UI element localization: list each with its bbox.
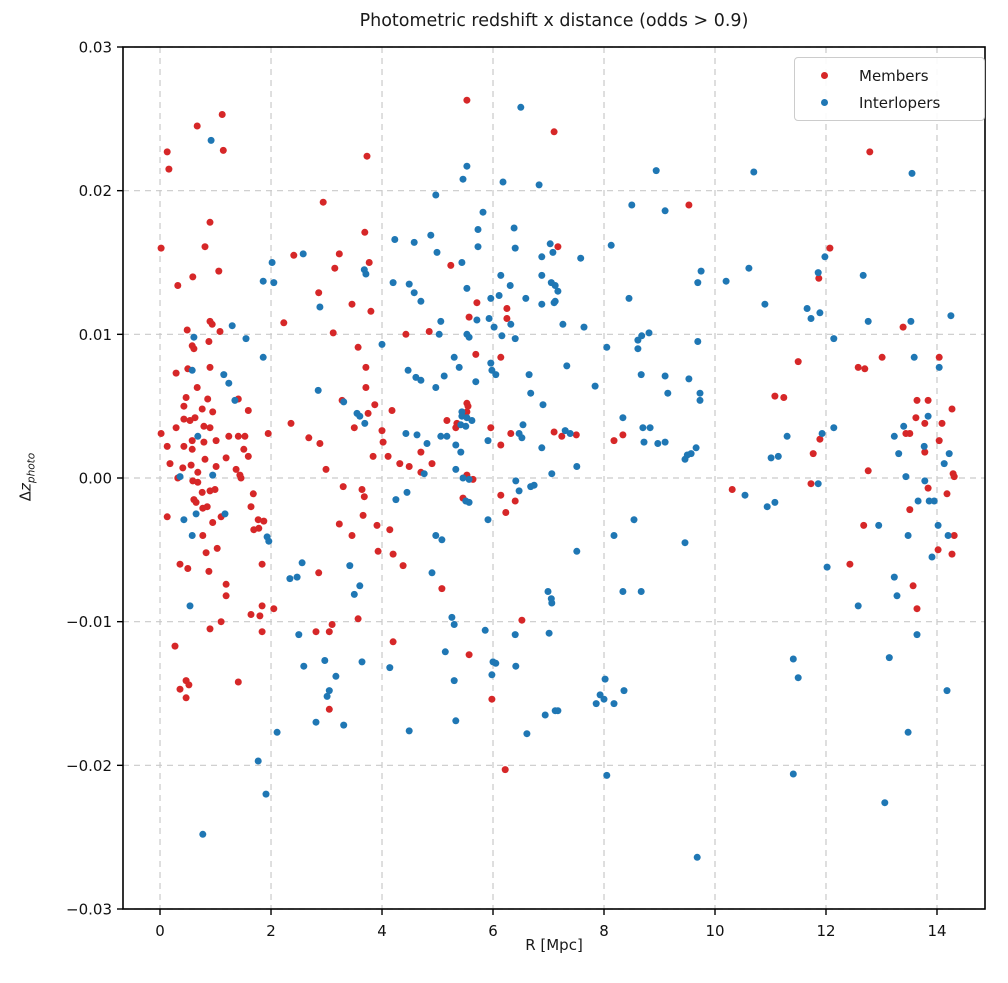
svg-text:0.03: 0.03	[79, 39, 112, 57]
y-label-subscript: photo	[25, 452, 38, 484]
svg-text:0.00: 0.00	[79, 470, 112, 488]
interlopers-marker-icon	[821, 99, 828, 106]
svg-text:0: 0	[155, 922, 165, 940]
y-label-delta: Δ	[16, 490, 35, 502]
svg-text:0.02: 0.02	[79, 182, 112, 200]
legend-item-interlopers: Interlopers	[795, 93, 984, 113]
legend: Members Interlopers	[794, 57, 985, 121]
svg-text:10: 10	[705, 922, 724, 940]
legend-item-members: Members	[795, 66, 984, 86]
members-marker-icon	[821, 72, 828, 79]
svg-text:−0.01: −0.01	[66, 613, 112, 631]
svg-text:12: 12	[816, 922, 835, 940]
svg-text:14: 14	[927, 922, 946, 940]
svg-text:−0.02: −0.02	[66, 757, 112, 775]
legend-label-members: Members	[859, 66, 929, 85]
svg-text:−0.03: −0.03	[66, 901, 112, 919]
y-axis-label: Δzphoto	[17, 453, 38, 501]
y-label-variable: z	[16, 483, 35, 491]
svg-text:2: 2	[266, 922, 276, 940]
x-axis-label: R [Mpc]	[525, 936, 583, 954]
svg-text:6: 6	[488, 922, 498, 940]
svg-text:0.01: 0.01	[79, 326, 112, 344]
svg-text:8: 8	[599, 922, 609, 940]
svg-text:4: 4	[377, 922, 387, 940]
legend-label-interlopers: Interlopers	[859, 93, 941, 112]
chart-title: Photometric redshift x distance (odds > …	[359, 11, 749, 31]
